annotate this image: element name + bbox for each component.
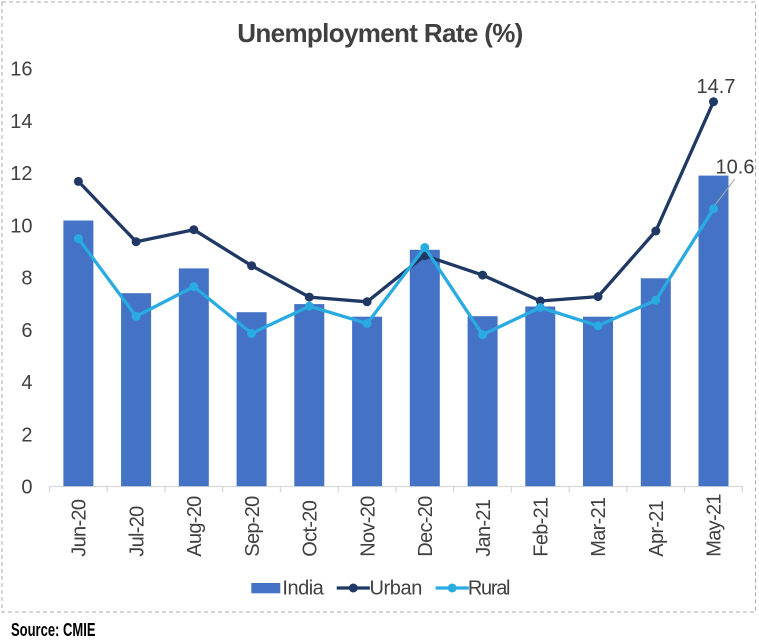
svg-text:12: 12 [10, 163, 32, 185]
svg-text:Jan-21: Jan-21 [473, 499, 495, 557]
svg-text:Jun-20: Jun-20 [69, 499, 91, 557]
svg-text:May-21: May-21 [704, 494, 726, 557]
svg-text:10: 10 [10, 215, 32, 237]
svg-text:8: 8 [21, 268, 32, 290]
svg-text:Nov-20: Nov-20 [357, 496, 379, 557]
svg-text:Rural: Rural [468, 578, 510, 600]
svg-text:Dec-20: Dec-20 [415, 496, 437, 557]
svg-text:14: 14 [10, 111, 32, 133]
svg-text:Sep-20: Sep-20 [242, 496, 264, 557]
svg-text:14.7: 14.7 [697, 76, 736, 98]
svg-text:16: 16 [10, 59, 32, 81]
svg-text:Oct-20: Oct-20 [300, 500, 322, 556]
svg-text:Mar-21: Mar-21 [588, 497, 610, 557]
svg-text:4: 4 [21, 372, 32, 394]
svg-text:6: 6 [21, 320, 32, 342]
svg-text:Jul-20: Jul-20 [126, 506, 148, 557]
svg-text:Aug-20: Aug-20 [184, 496, 206, 557]
svg-text:Urban: Urban [370, 578, 422, 600]
svg-text:0: 0 [21, 477, 32, 499]
svg-text:Feb-21: Feb-21 [531, 497, 553, 557]
svg-text:2: 2 [21, 424, 32, 446]
svg-text:Source: CMIE: Source: CMIE [11, 620, 96, 640]
svg-text:Apr-21: Apr-21 [646, 500, 668, 556]
svg-text:India: India [282, 578, 324, 600]
svg-text:Unemployment Rate (%): Unemployment Rate (%) [237, 18, 522, 48]
svg-text:10.6: 10.6 [716, 157, 755, 179]
